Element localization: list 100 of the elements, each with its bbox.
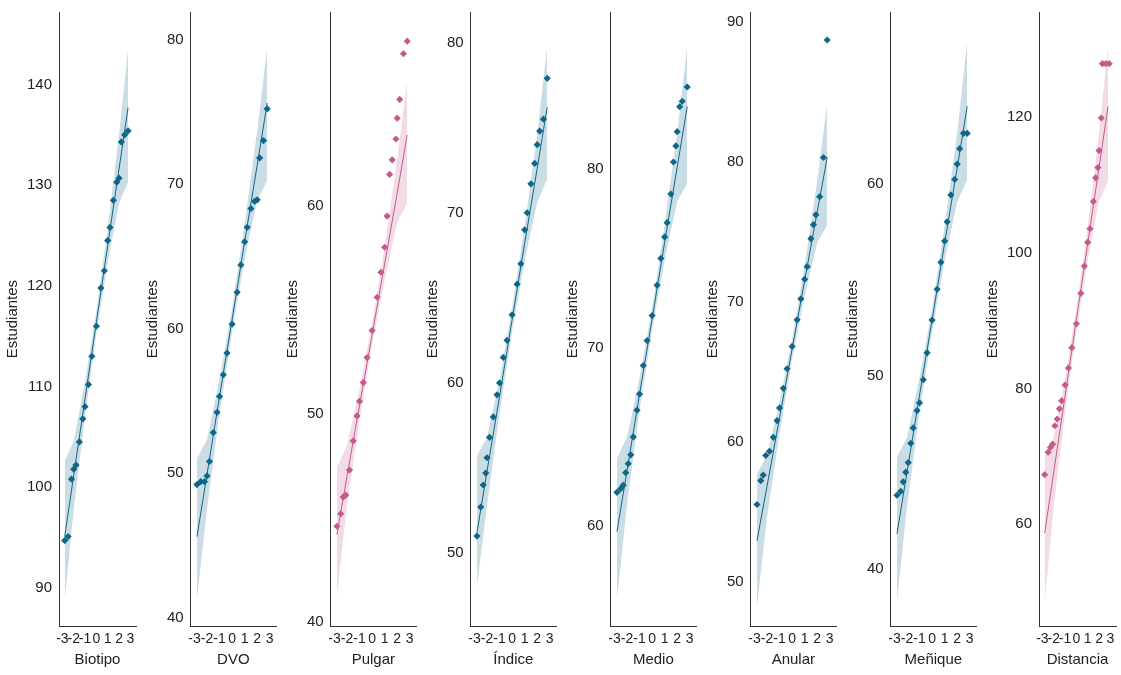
point: [483, 454, 491, 462]
point: [951, 175, 959, 184]
point: [928, 316, 936, 324]
y-tick-label: 40: [307, 612, 324, 630]
x-tick-label: 3: [825, 630, 834, 647]
y-tick-label: 90: [727, 11, 744, 29]
point: [1053, 415, 1061, 423]
x-tick-label: 2: [673, 630, 682, 647]
y-axis-title: Estudiantes: [283, 279, 301, 359]
x-tick-label: 1: [800, 630, 809, 647]
x-axis-title: Biotipo: [74, 650, 121, 668]
point: [124, 127, 132, 135]
y-tick-label: 70: [587, 337, 604, 355]
point: [915, 399, 924, 407]
point: [247, 204, 255, 213]
y-tick-label: 80: [587, 159, 604, 177]
point: [377, 268, 385, 276]
point: [117, 138, 125, 146]
point: [333, 522, 341, 530]
y-tick-label: 60: [167, 318, 184, 336]
point: [81, 403, 89, 411]
point: [783, 365, 791, 373]
x-tick-label: -3: [748, 630, 761, 647]
point: [223, 349, 231, 357]
point: [648, 311, 656, 320]
x-tick-label: -2: [760, 630, 774, 647]
point: [403, 37, 411, 45]
point: [753, 500, 761, 509]
point: [1077, 289, 1085, 297]
x-tick-label: 1: [520, 630, 529, 647]
point: [673, 128, 681, 136]
point: [243, 223, 251, 231]
y-tick-label: 140: [27, 74, 53, 92]
x-tick-label: 0: [788, 630, 797, 647]
y-axis-title: Estudiantes: [3, 279, 21, 359]
point: [683, 83, 691, 91]
x-tick-label: 2: [253, 630, 262, 647]
x-axis-title: Pulgar: [351, 650, 396, 668]
point: [1049, 440, 1057, 448]
point: [667, 190, 675, 198]
point: [503, 336, 511, 344]
x-tick-label: 2: [1095, 630, 1104, 647]
x-tick-label: -3: [888, 630, 901, 647]
x-tick-label: 1: [240, 630, 249, 647]
x-tick-label: 1: [940, 630, 949, 647]
y-axis-title: Estudiantes: [563, 279, 581, 359]
x-tick-label: 2: [533, 630, 542, 647]
point: [633, 406, 641, 414]
point: [1055, 405, 1063, 413]
point: [393, 114, 401, 122]
point: [1044, 448, 1052, 456]
point: [353, 412, 361, 420]
x-tick-label: -1: [633, 630, 646, 647]
x-tick-label: 0: [1072, 630, 1081, 647]
point: [381, 243, 389, 251]
x-tick-label: -1: [353, 630, 366, 647]
x-tick-label: 0: [92, 630, 101, 647]
point: [61, 537, 69, 545]
point: [1061, 381, 1069, 389]
point: [241, 238, 249, 246]
point: [100, 267, 108, 275]
x-tick-label: -1: [78, 630, 92, 647]
point: [388, 156, 396, 164]
x-tick-label: 0: [508, 630, 517, 647]
y-tick-label: 60: [727, 431, 744, 449]
point: [624, 460, 632, 468]
point: [67, 475, 76, 483]
point: [1041, 471, 1049, 479]
point: [909, 424, 917, 432]
point: [627, 451, 635, 459]
x-tick-label: -2: [67, 630, 81, 647]
x-tick-label: 1: [1083, 630, 1092, 647]
point: [941, 237, 949, 245]
x-tick-label: -3: [188, 630, 201, 647]
point: [617, 485, 625, 493]
point: [228, 320, 236, 328]
point: [215, 392, 224, 401]
point: [84, 380, 93, 389]
x-tick-label: 0: [928, 630, 937, 647]
x-axis-title: Anular: [771, 650, 816, 668]
x-tick-label: 0: [228, 630, 237, 647]
y-tick-label: 40: [867, 558, 884, 576]
point: [386, 170, 394, 178]
y-tick-label: 70: [167, 174, 184, 192]
point: [757, 477, 765, 485]
point: [801, 275, 809, 283]
x-tick-label: 0: [368, 630, 377, 647]
x-axis-title: Medio: [632, 650, 674, 668]
point: [775, 404, 784, 412]
point: [1072, 320, 1080, 328]
point: [205, 457, 214, 466]
point: [919, 376, 927, 384]
point: [109, 196, 117, 204]
point: [64, 532, 72, 541]
x-tick-label: -1: [213, 630, 226, 647]
point: [543, 74, 551, 82]
point: [536, 127, 544, 135]
point: [477, 503, 485, 511]
x-tick-label: -3: [1036, 630, 1049, 647]
y-tick-label: 130: [27, 175, 53, 193]
